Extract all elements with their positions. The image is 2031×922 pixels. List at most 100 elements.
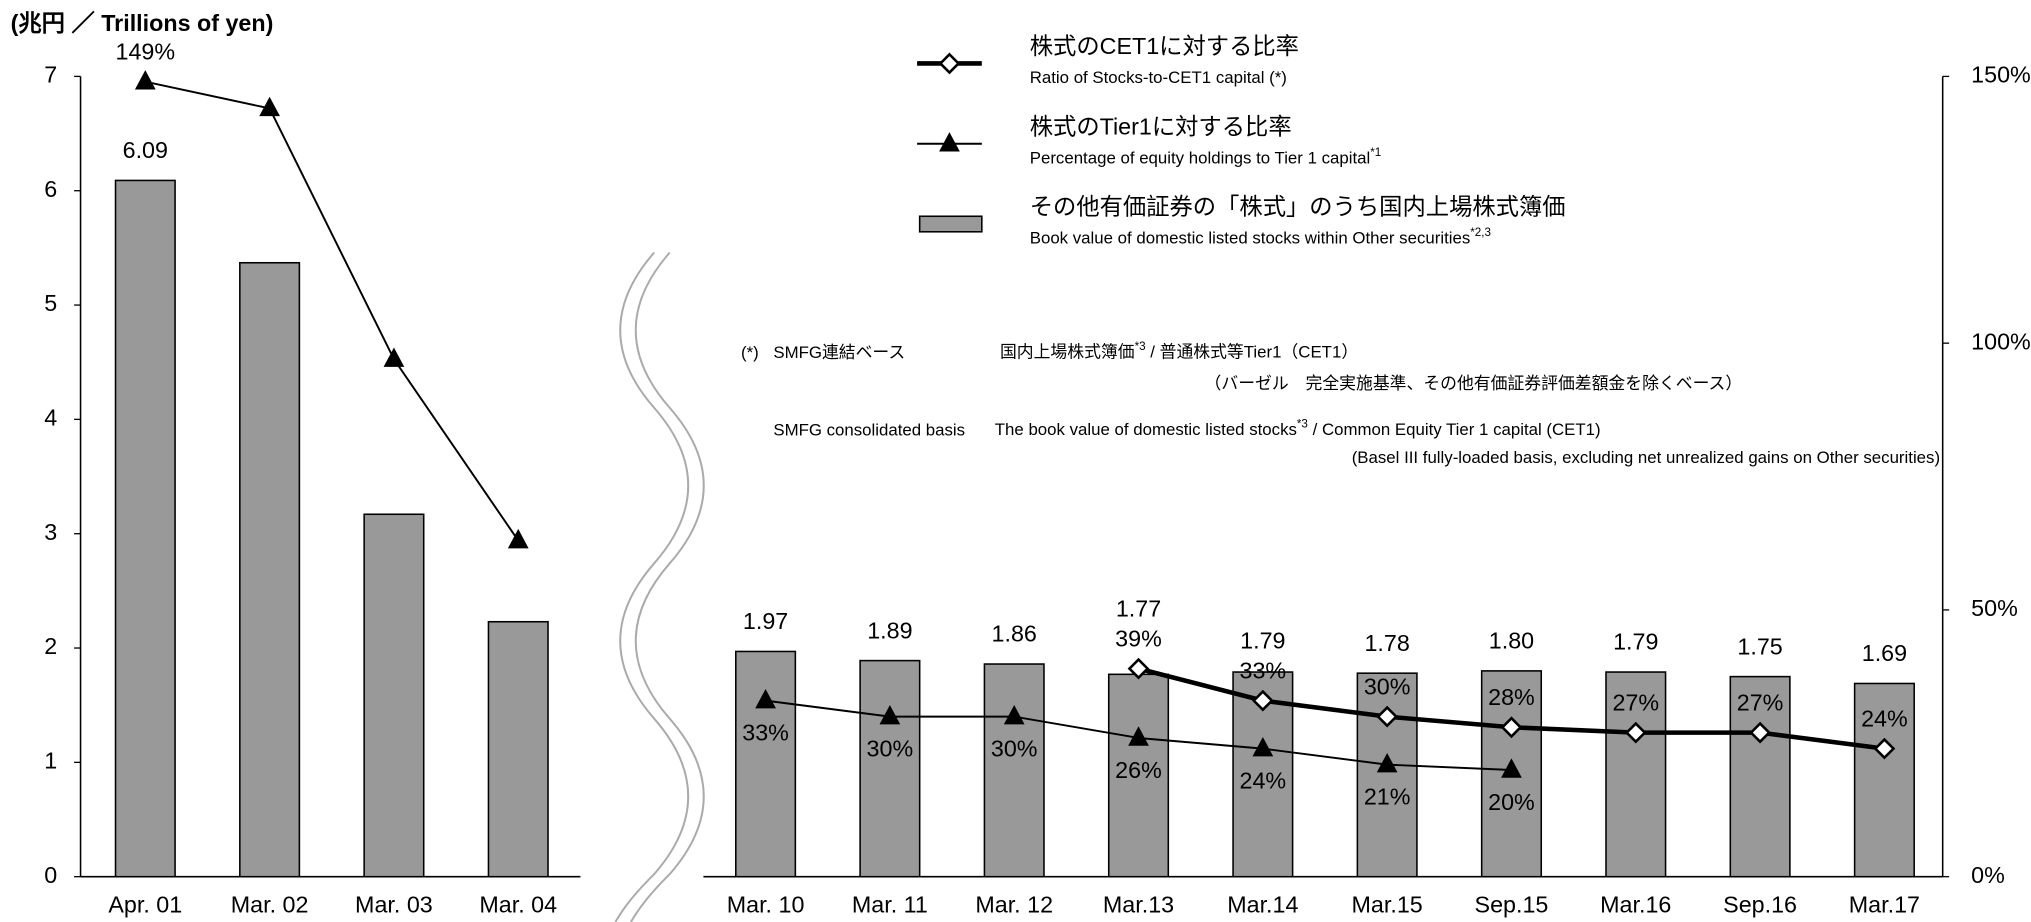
x-tick-label: Mar. 11 [852, 892, 928, 918]
legend-label: 株式のTier1に対する比率 [1030, 113, 1292, 139]
x-tick-label: Mar. 10 [727, 892, 805, 918]
bar [487, 620, 549, 878]
marker [1624, 721, 1647, 744]
text-part: 国内上場株式簿価 [1000, 343, 1135, 362]
x-tick-label: Mar.16 [1600, 892, 1671, 918]
text-part: Ratio of Stocks-to-CET1 capital (*) [1030, 68, 1287, 87]
superscript: *1 [1370, 146, 1381, 159]
text-part: / Common Equity Tier 1 capital (CET1) [1308, 421, 1601, 440]
marker [1127, 657, 1150, 680]
axis-break [630, 251, 705, 922]
legend-item [918, 215, 983, 233]
x-tick-label: Sep.15 [1475, 892, 1549, 918]
x-tick-label: Mar. 03 [355, 892, 433, 918]
point-value-label: 39% [1115, 625, 1162, 651]
point-value-label: 33% [1240, 657, 1287, 683]
y2-tick-label: 0% [1971, 862, 2005, 888]
bar [1107, 673, 1170, 878]
legend-swatch [918, 215, 983, 233]
note-mark: (*) [741, 343, 759, 362]
point-value-label: 24% [1240, 767, 1287, 793]
point-value-label: 30% [991, 735, 1038, 761]
bar [1729, 675, 1791, 878]
point-value-label: 26% [1115, 757, 1162, 783]
text-part: / 普通株式等Tier1（CET1） [1146, 343, 1359, 362]
note-condition: （バーゼル 完全実施基準、その他有価証券評価差額金を除くベース） [1205, 374, 1743, 393]
point-value-label: 149% [116, 38, 176, 64]
x-tick-label: Apr. 01 [108, 892, 182, 918]
y-axis-title: (兆円 ／ Trillions of yen) [11, 10, 274, 36]
bar-value-label: 1.77 [1116, 595, 1161, 621]
legend-label-en: Ratio of Stocks-to-CET1 capital (*) [1030, 68, 1287, 87]
legend-label: その他有価証券の「株式」のうち国内上場株式簿価 [1030, 194, 1566, 220]
marker [1501, 758, 1522, 778]
point-value-label: 33% [742, 719, 789, 745]
y2-tick-label: 100% [1971, 328, 2031, 354]
bar [1356, 672, 1418, 878]
note-basis: SMFG連結ベース [773, 343, 905, 362]
bar-value-label: 1.89 [867, 617, 912, 643]
x-tick-label: Sep.16 [1723, 892, 1797, 918]
marker [1376, 752, 1398, 773]
marker [259, 96, 280, 117]
superscript: *3 [1135, 340, 1146, 353]
legend-item [917, 132, 982, 152]
marker [1128, 726, 1149, 746]
point-value-label: 28% [1488, 684, 1535, 710]
bar [114, 179, 176, 878]
point-value-label: 27% [1612, 689, 1659, 715]
bar-value-label: 6.09 [123, 137, 168, 163]
marker [507, 528, 529, 549]
x-tick-label: Mar. 04 [479, 892, 557, 918]
text-part: Percentage of equity holdings to Tier 1 … [1030, 149, 1371, 168]
bar [363, 513, 425, 878]
superscript: *2,3 [1470, 226, 1491, 239]
x-tick-label: Mar. 12 [975, 892, 1053, 918]
marker [1252, 736, 1274, 757]
marker [879, 704, 901, 725]
marker [1873, 737, 1896, 760]
point-value-label: 20% [1488, 789, 1535, 815]
marker [134, 70, 156, 90]
y-tick-label: 0 [44, 862, 57, 888]
point-value-label: 24% [1861, 705, 1908, 731]
legend-label-en: Book value of domestic listed stocks wit… [1030, 226, 1491, 248]
bar [1853, 682, 1915, 878]
text-part: The book value of domestic listed stocks [995, 421, 1297, 440]
superscript: *3 [1297, 418, 1308, 431]
y-tick-label: 6 [44, 176, 57, 202]
x-tick-label: Mar.13 [1103, 892, 1174, 918]
note-formula: The book value of domestic listed stocks… [995, 418, 1601, 440]
bar-value-label: 1.79 [1613, 629, 1658, 655]
x-tick-label: Mar.14 [1227, 892, 1298, 918]
marker [1376, 705, 1399, 728]
bar-value-label: 1.86 [992, 621, 1037, 647]
bar-value-label: 1.97 [743, 608, 788, 634]
bar [239, 261, 301, 878]
legend-marker [938, 52, 961, 75]
note-formula: 国内上場株式簿価*3 / 普通株式等Tier1（CET1） [1000, 340, 1358, 362]
point-value-label: 30% [1364, 673, 1411, 699]
text-part: Book value of domestic listed stocks wit… [1030, 229, 1471, 248]
marker [383, 347, 405, 367]
point-value-label: 21% [1364, 783, 1411, 809]
bar-value-label: 1.75 [1737, 633, 1782, 659]
y-tick-label: 1 [44, 748, 57, 774]
legend-item [917, 52, 982, 75]
point-value-label: 27% [1737, 689, 1784, 715]
x-tick-label: Mar.17 [1849, 892, 1920, 918]
line [145, 80, 520, 542]
marker [1500, 716, 1523, 739]
y-tick-label: 3 [44, 519, 57, 545]
y-tick-label: 5 [44, 290, 57, 316]
note-condition: (Basel III fully-loaded basis, excluding… [1352, 448, 1940, 467]
y-tick-label: 2 [44, 633, 57, 659]
y-tick-label: 4 [44, 405, 57, 431]
bar [983, 663, 1045, 878]
point-value-label: 30% [867, 735, 914, 761]
notes: (*) SMFG連結ベース （バーゼル 完全実施基準、その他有価証券評価差額金を… [741, 343, 1940, 467]
bar-value-label: 1.79 [1240, 628, 1285, 654]
note-basis: SMFG consolidated basis [773, 421, 965, 440]
bar [735, 650, 797, 878]
x-tick-label: Mar. 02 [231, 892, 309, 918]
